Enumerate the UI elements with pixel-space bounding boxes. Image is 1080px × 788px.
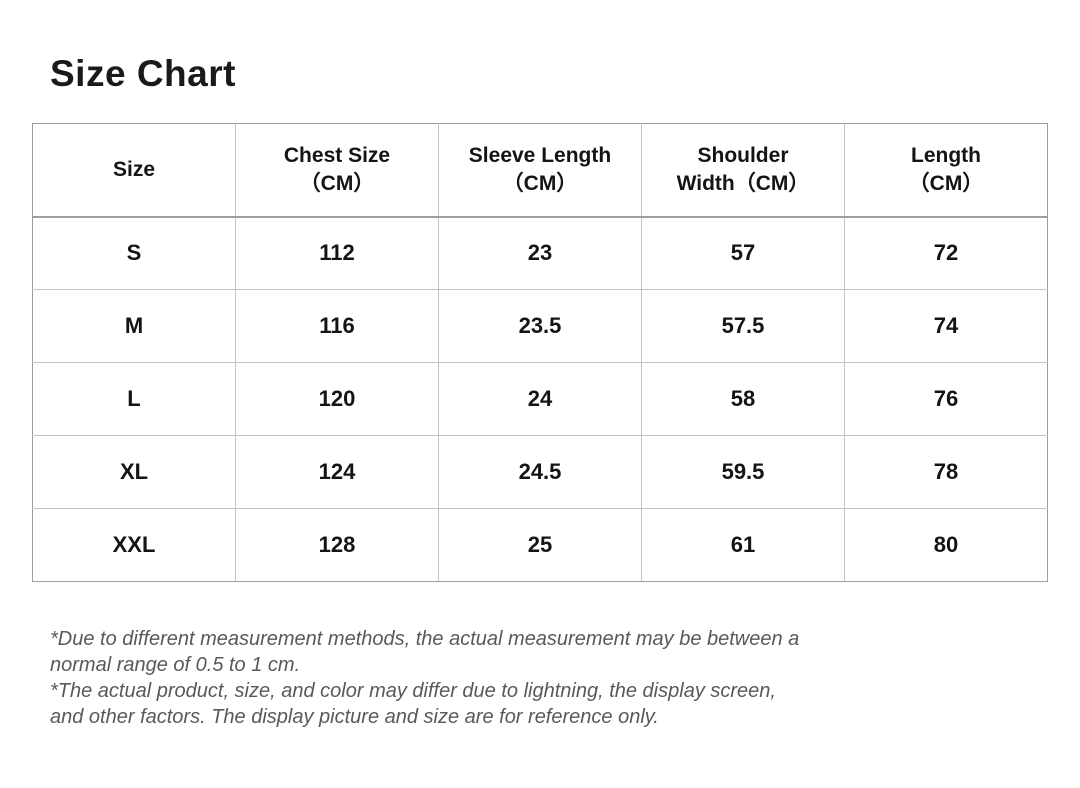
column-header-chest: Chest Size （CM） <box>235 123 439 218</box>
cell-shoulder: 57.5 <box>641 289 845 363</box>
cell-size: M <box>32 289 236 363</box>
cell-length: 76 <box>844 362 1048 436</box>
cell-chest: 112 <box>235 216 439 290</box>
cell-length: 72 <box>844 216 1048 290</box>
header-row: Size Chest Size （CM） Sleeve Length （CM） … <box>32 123 1048 218</box>
column-header-shoulder: Shoulder Width（CM） <box>641 123 845 218</box>
column-header-line: Length <box>911 143 981 167</box>
table-row: S 112 23 57 72 <box>32 216 1048 290</box>
notes-section: *Due to different measurement methods, t… <box>50 626 1040 730</box>
column-header-sleeve: Sleeve Length （CM） <box>438 123 642 218</box>
table-row: XL 124 24.5 59.5 78 <box>32 435 1048 509</box>
note-line: normal range of 0.5 to 1 cm. <box>50 654 301 676</box>
cell-shoulder: 59.5 <box>641 435 845 509</box>
cell-length: 78 <box>844 435 1048 509</box>
cell-sleeve: 24 <box>438 362 642 436</box>
column-header-line: Size <box>112 157 156 181</box>
column-header-line: （CM） <box>299 171 375 195</box>
column-header-line: Width（CM） <box>676 171 810 195</box>
column-header-line: （CM） <box>908 171 984 195</box>
note-line: and other factors. The display picture a… <box>50 706 659 728</box>
cell-sleeve: 23.5 <box>438 289 642 363</box>
cell-shoulder: 57 <box>641 216 845 290</box>
note-line: *The actual product, size, and color may… <box>50 680 776 702</box>
size-chart-table: Size Chest Size （CM） Sleeve Length （CM） … <box>32 123 1048 582</box>
note-line: *Due to different measurement methods, t… <box>50 628 800 650</box>
column-header-line: Shoulder <box>697 143 789 167</box>
column-header-size: Size <box>32 123 236 218</box>
table-row: XXL 128 25 61 80 <box>32 508 1048 582</box>
cell-chest: 128 <box>235 508 439 582</box>
cell-sleeve: 24.5 <box>438 435 642 509</box>
cell-sleeve: 25 <box>438 508 642 582</box>
cell-size: XL <box>32 435 236 509</box>
column-header-line: Chest Size <box>283 143 391 167</box>
column-header-line: Sleeve Length <box>468 143 612 167</box>
cell-size: L <box>32 362 236 436</box>
cell-sleeve: 23 <box>438 216 642 290</box>
page-title: Size Chart <box>50 53 236 94</box>
cell-chest: 120 <box>235 362 439 436</box>
size-chart-table-container: Size Chest Size （CM） Sleeve Length （CM） … <box>32 123 1048 582</box>
cell-chest: 124 <box>235 435 439 509</box>
table-row: L 120 24 58 76 <box>32 362 1048 436</box>
cell-shoulder: 61 <box>641 508 845 582</box>
table-row: M 116 23.5 57.5 74 <box>32 289 1048 363</box>
cell-chest: 116 <box>235 289 439 363</box>
cell-shoulder: 58 <box>641 362 845 436</box>
column-header-length: Length （CM） <box>844 123 1048 218</box>
cell-size: XXL <box>32 508 236 582</box>
cell-length: 74 <box>844 289 1048 363</box>
cell-size: S <box>32 216 236 290</box>
column-header-line: （CM） <box>502 171 578 195</box>
cell-length: 80 <box>844 508 1048 582</box>
